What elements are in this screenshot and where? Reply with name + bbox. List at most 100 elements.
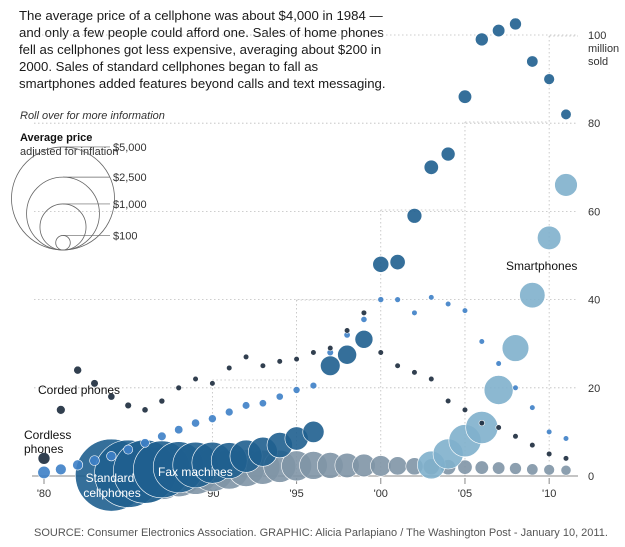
series-standard_cellphones[interactable]: Standard cellphones 1984: 0.2M, $4000Sta… [75, 17, 572, 512]
corded_phones-bubble[interactable]: Corded phones 1999: 37M, $11 [360, 309, 368, 316]
cordless_phones-bubble[interactable]: Cordless phones 2002: 37M, $24 [411, 309, 418, 316]
series-corded_phones[interactable]: Corded phones 1980: 4M, $110 Corded phone… [37, 309, 570, 465]
legend-subtitle: adjusted for inflation [20, 146, 118, 158]
cordless_phones-bubble[interactable]: Cordless phones 2003: 40.5M, $22 [428, 294, 435, 301]
smartphones-bubble[interactable]: Smartphones 2009: 41M, $500 [519, 282, 546, 309]
cordless_phones-bubble[interactable]: Cordless phones 1995: 19.5M, $38 [292, 386, 301, 394]
cordless_phones-bubble[interactable]: Cordless phones 1985: 6M, $65 [123, 444, 134, 455]
standard_cellphones-bubble[interactable]: Standard cellphones 2000: 48M, $200 [372, 255, 390, 273]
cordless_phones-bubble[interactable]: Cordless phones 1987: 9M, $58 [157, 431, 167, 441]
standard_cellphones-bubble[interactable]: Standard cellphones 2006: 99M, $130 [475, 32, 489, 47]
standard_cellphones-bubble[interactable]: Standard cellphones 2007: 101M, $120 [492, 24, 506, 38]
corded_phones-bubble[interactable]: Corded phones 2011: 4M, $3.5 [562, 455, 570, 462]
cordless_phones-bubble[interactable]: Cordless phones 2006: 30.5M, $16 [478, 338, 485, 345]
fax_machines-bubble[interactable]: Fax machines 2006: 1.9M, $140 [474, 460, 489, 475]
corded_phones-bubble[interactable]: Corded phones 1991: 24.5M, $20 [226, 364, 233, 372]
corded_phones-bubble[interactable]: Corded phones 1992: 27M, $18 [242, 353, 250, 361]
cordless_phones-bubble[interactable]: Cordless phones 1994: 18M, $40 [275, 392, 284, 401]
standard_cellphones-bubble[interactable]: Standard cellphones 2011: 82M, $85 [560, 108, 572, 120]
corded_phones-bubble[interactable]: Corded phones 2008: 9M, $5 [512, 433, 519, 440]
corded_phones-bubble[interactable]: Corded phones 1997: 29M, $13 [327, 345, 334, 352]
standard_cellphones-bubble[interactable]: Standard cellphones 2003: 70M, $160 [423, 159, 439, 175]
cordless_phones-bubble[interactable]: Cordless phones 1999: 35.5M, $30 [360, 316, 368, 323]
corded_phones-bubble[interactable]: Corded phones 2003: 22M, $7.5 [428, 375, 435, 383]
cordless_phones-bubble[interactable]: Cordless phones 2009: 15.5M, $13 [529, 404, 536, 411]
corded_phones-bubble[interactable]: Corded phones 1994: 26M, $16 [276, 358, 283, 365]
standard_cellphones-bubble[interactable]: Standard cellphones 2009: 94M, $100 [526, 55, 539, 68]
corded_phones-bubble[interactable]: Corded phones 1982: 24M, $50 [73, 365, 83, 375]
series-labels: Fax machines Smartphones Standard cellph… [24, 259, 577, 500]
corded_phones-bubble[interactable]: Corded phones 1998: 33M, $12 [343, 327, 351, 334]
corded_phones-bubble[interactable]: Corded phones 1990: 21M, $22 [209, 380, 216, 387]
cordless_phones-bubble[interactable]: Cordless phones 2011: 8.5M, $11 [562, 435, 570, 442]
fax_machines-bubble[interactable]: Fax machines 2008: 1.7M, $110 [509, 462, 522, 475]
corded_phones-bubble[interactable]: Corded phones 1980: 4M, $110 [37, 452, 51, 465]
corded_phones-bubble[interactable]: Corded phones 1993: 25M, $17 [259, 362, 267, 369]
smartphones-bubble[interactable]: Smartphones 2011: 66M, $400 [554, 173, 578, 197]
standard_cellphones-bubble[interactable]: Standard cellphones 2001: 48.5M, $180 [389, 254, 406, 271]
corded_phones-bubble[interactable]: Corded phones 2000: 28M, $10 [377, 349, 384, 356]
fax_machines-bubble[interactable]: Fax machines 2009: 1.5M, $100 [526, 463, 539, 476]
corded_phones-bubble[interactable]: Corded phones 1985: 16M, $35 [124, 401, 132, 410]
corded_phones-bubble[interactable]: Corded phones 2006: 12M, $6 [478, 419, 485, 427]
cordless_phones-bubble[interactable]: Cordless phones 1983: 3.5M, $75 [89, 455, 100, 466]
fax_machines-bubble[interactable]: Fax machines 2000: 2.3M, $330 [370, 455, 392, 477]
standard_cellphones-bubble[interactable]: Standard cellphones 2004: 73M, $150 [440, 146, 456, 162]
corded_phones-bubble[interactable]: Corded phones 1989: 22M, $24 [192, 375, 199, 383]
corded_phones-bubble[interactable]: Corded phones 1987: 17M, $28 [158, 397, 166, 405]
cordless_phones-bubble[interactable]: Cordless phones 1984: 4.5M, $70 [106, 451, 117, 462]
fax_machines-bubble[interactable]: Fax machines 2011: 1.3M, $80 [560, 464, 572, 476]
cordless_phones-bubble[interactable]: Cordless phones 2004: 39M, $20 [445, 300, 452, 308]
corded_phones-bubble[interactable]: Corded phones 2002: 23.5M, $8 [411, 369, 418, 376]
standard_cellphones-bubble[interactable]: Standard cellphones 2008: 102.5M, $110 [509, 17, 522, 31]
fax_machines-bubble[interactable]: Fax machines 2010: 1.4M, $90 [543, 464, 555, 476]
corded_phones-bubble[interactable]: Corded phones 1995: 26.5M, $15 [293, 356, 300, 363]
corded_phones-bubble[interactable]: Corded phones 1983: 21M, $45 [90, 379, 99, 388]
standard_cellphones-bubble[interactable]: Standard cellphones 2005: 86M, $140 [457, 89, 473, 104]
standard_cellphones-bubble[interactable]: Standard cellphones 2002: 59M, $170 [406, 208, 423, 224]
corded_phones-bubble[interactable]: Corded phones 2009: 7M, $4.5 [529, 442, 536, 449]
cordless_phones-bubble[interactable]: Cordless phones 2007: 25.5M, $15 [495, 360, 502, 367]
cordless_phones-bubble[interactable]: Cordless phones 1996: 20.5M, $36 [309, 381, 318, 390]
standard_cellphones-bubble[interactable]: Standard cellphones 1997: 25M, $300 [320, 355, 341, 376]
smartphones-bubble[interactable]: Smartphones 2010: 54M, $430 [537, 225, 562, 250]
cordless_phones-bubble[interactable]: Cordless phones 2001: 40M, $26 [394, 296, 401, 303]
cordless_phones-bubble[interactable]: Cordless phones 2010: 10M, $12 [546, 428, 553, 436]
cordless_phones-bubble[interactable]: Cordless phones 1980: 0.8M, $120 [37, 465, 51, 480]
cordless_phones-bubble[interactable]: Cordless phones 1993: 16.5M, $42 [258, 399, 267, 408]
corded_phones-bubble[interactable]: Corded phones 1981: 15M, $60 [56, 405, 66, 415]
corded_phones-bubble[interactable]: Corded phones 1996: 28M, $14 [310, 349, 317, 356]
series-cordless_phones[interactable]: Cordless phones 1980: 0.8M, $120 Cordless… [37, 294, 570, 480]
fax_machines-bubble[interactable]: Fax machines 2005: 2M, $160 [457, 459, 473, 475]
cordless_phones-bubble[interactable]: Cordless phones 2005: 37.5M, $18 [461, 307, 469, 314]
standard_cellphones-bubble[interactable]: Standard cellphones 1998: 27.5M, $280 [337, 344, 357, 365]
smartphones-bubble[interactable]: Smartphones 2007: 19.5M, $650 [483, 375, 514, 405]
cordless_phones-bubble[interactable]: Cordless phones 1988: 10.5M, $55 [174, 425, 184, 435]
corded_phones-bubble[interactable]: Corded phones 2007: 11M, $5.5 [495, 424, 502, 431]
data-bubbles[interactable]: Fax machines 1986: 0.3M, $2500Fax machin… [37, 17, 578, 512]
corded_phones-bubble[interactable]: Corded phones 1984: 18M, $40 [107, 392, 116, 401]
corded_phones-bubble[interactable]: Corded phones 2004: 17M, $7 [445, 397, 452, 405]
cordless_phones-bubble[interactable]: Cordless phones 1981: 1.5M, $90 [55, 463, 67, 476]
cordless_phones-bubble[interactable]: Cordless phones 1990: 13M, $50 [208, 414, 217, 423]
cordless_phones-bubble[interactable]: Cordless phones 1986: 7.5M, $60 [140, 438, 150, 448]
fax_machines-bubble[interactable]: Fax machines 2001: 2.3M, $260 [388, 456, 408, 476]
cordless_phones-bubble[interactable]: Cordless phones 1982: 2.5M, $80 [72, 459, 84, 471]
standard_cellphones-bubble[interactable]: Standard cellphones 1999: 31M, $250 [354, 329, 374, 349]
fax_machines-bubble[interactable]: Fax machines 2007: 1.8M, $120 [492, 461, 506, 475]
corded_phones-bubble[interactable]: Corded phones 2005: 15M, $6.5 [461, 406, 469, 413]
smartphones-bubble[interactable]: Smartphones 2008: 29M, $550 [501, 334, 530, 362]
smartphones-bubble[interactable]: Smartphones 2006: 11M, $800 [465, 411, 499, 444]
cordless_phones-bubble[interactable]: Cordless phones 1992: 16M, $45 [241, 401, 251, 410]
standard_cellphones-bubble[interactable]: Standard cellphones 2010: 90M, $90 [543, 73, 555, 85]
cordless_phones-bubble[interactable]: Cordless phones 1991: 14.5M, $48 [224, 407, 234, 417]
corded_phones-bubble[interactable]: Corded phones 2001: 25M, $9 [394, 362, 401, 369]
corded_phones-bubble[interactable]: Corded phones 1988: 20M, $26 [175, 384, 182, 392]
standard_cellphones-bubble[interactable]: Standard cellphones 1996: 10M, $350 [302, 420, 325, 443]
cordless_phones-bubble[interactable]: Cordless phones 1989: 12M, $52 [191, 418, 200, 428]
cordless_phones-bubble[interactable]: Cordless phones 2008: 20M, $14 [512, 384, 519, 391]
corded_phones-bubble[interactable]: Corded phones 1986: 15M, $30 [141, 406, 149, 414]
corded_phones-bubble[interactable]: Corded phones 2010: 5M, $4 [546, 450, 553, 458]
series-smartphones[interactable]: Smartphones 2003: 2.5M, $600Smartphones … [417, 173, 578, 480]
cordless_phones-bubble[interactable]: Cordless phones 2000: 40M, $28 [377, 296, 385, 303]
